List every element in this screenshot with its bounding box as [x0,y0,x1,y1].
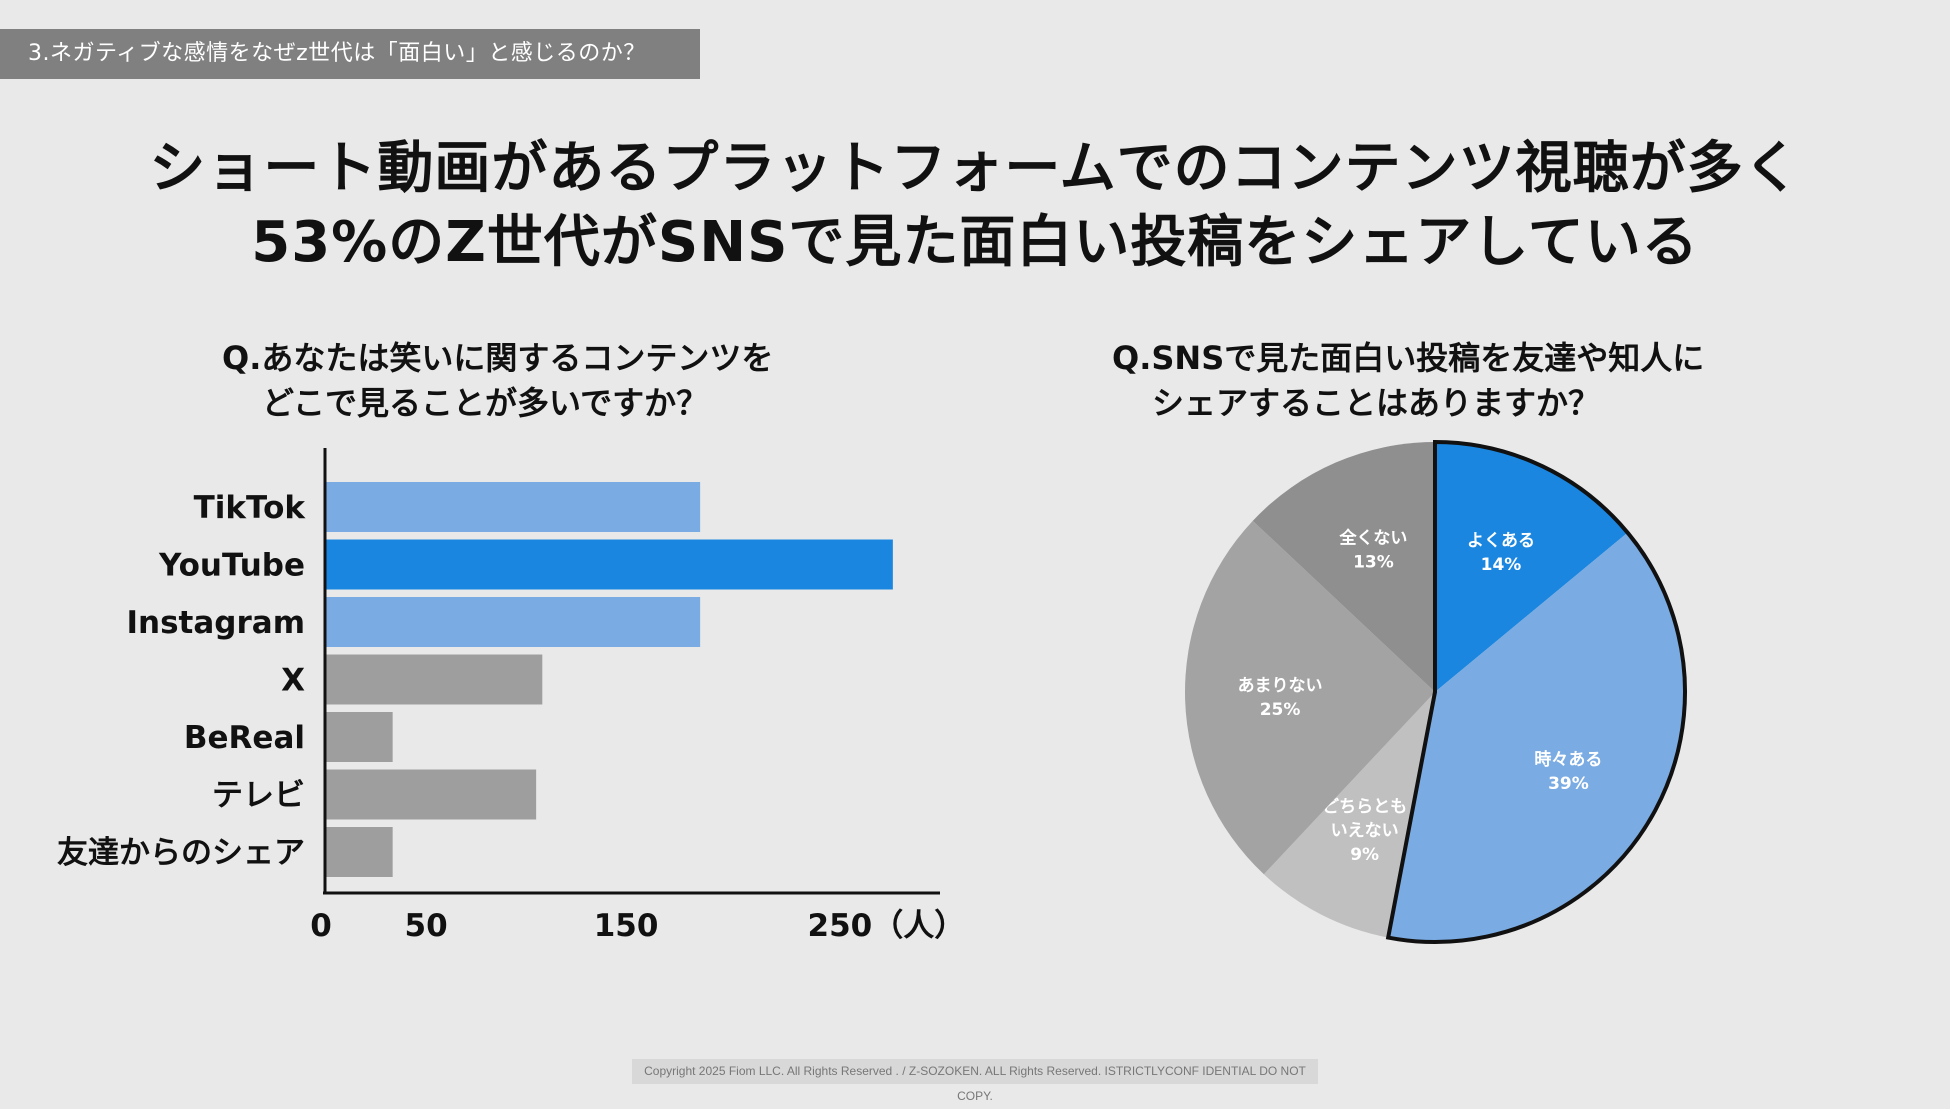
section-label: 3.ネガティブな感情をなぜz世代は「面白い」と感じるのか？ [0,29,700,79]
pie-question-line-1: Q.SNSで見た面白い投稿を友達や知人に [1112,339,1705,377]
category-label-5: テレビ [212,778,305,814]
pie-label-0: よくある 14% [1467,531,1535,575]
x-tick-2: 150 [594,908,659,944]
pie-slice-4 [1252,442,1435,692]
headline: ショート動画があるプラットフォームでのコンテンツ視聴が多く 53%のZ世代がSN… [0,132,1950,280]
bar-question-line-1: Q.あなたは笑いに関するコンテンツを [222,339,774,377]
bar-6 [325,827,393,877]
pie-label-1: 時々ある 39% [1534,749,1602,794]
bar-5 [325,769,537,820]
category-label-2: Instagram [127,605,306,641]
headline-line-1: ショート動画があるプラットフォームでのコンテンツ視聴が多く [149,136,1801,201]
bar-4 [325,712,393,762]
pie-question-line-2: シェアすることはありますか？ [1152,384,1601,422]
category-label-4: BeReal [184,720,305,756]
pie-slice-3 [1185,520,1435,875]
category-label-6: 友達からのシェア [57,835,305,871]
bar-chart: TikTok YouTube Instagram X BeReal テレビ友達からのシェア… [57,448,966,944]
pie-label-2: どちらともいえない 9% [1322,797,1407,865]
category-label-1: YouTube [158,548,305,584]
pie-slice-1 [1388,532,1685,942]
pie-highlight-outline [1385,439,1687,944]
x-tick-1: 50 [405,908,448,944]
bar-1 [325,539,893,590]
headline-line-2: 53%のZ世代がSNSで見た面白い投稿をシェアしている [251,210,1699,275]
bar-question-line-2: どこで見ることが多いですか？ [262,384,709,422]
category-label-0: TikTok [194,490,307,526]
pie-chart: よくある 14% 時々ある 39% どちらともいえない 9% あまりない 25% 全くない 13% [1185,439,1687,944]
x-tick-3: 250（人） [808,908,966,944]
bar-2 [325,597,701,647]
pie-label-4: 全くない 13% [1338,528,1407,573]
pie-chart-question: Q.SNSで見た面白い投稿を友達や知人に シェアすることはありますか？ [1112,336,1892,426]
bar-0 [325,482,701,532]
copyright-footer: Copyright 2025 Fiom LLC. All Rights Rese… [632,1059,1318,1103]
pie-slice-2 [1263,692,1435,938]
pie-slice-0 [1435,442,1628,692]
bar-chart-question: Q.あなたは笑いに関するコンテンツを どこで見ることが多いですか？ [222,336,862,426]
x-tick-0: 0 [310,908,332,944]
bar-3 [325,654,543,705]
pie-label-3: あまりない 25% [1238,676,1323,720]
category-label-3: X [281,663,305,699]
